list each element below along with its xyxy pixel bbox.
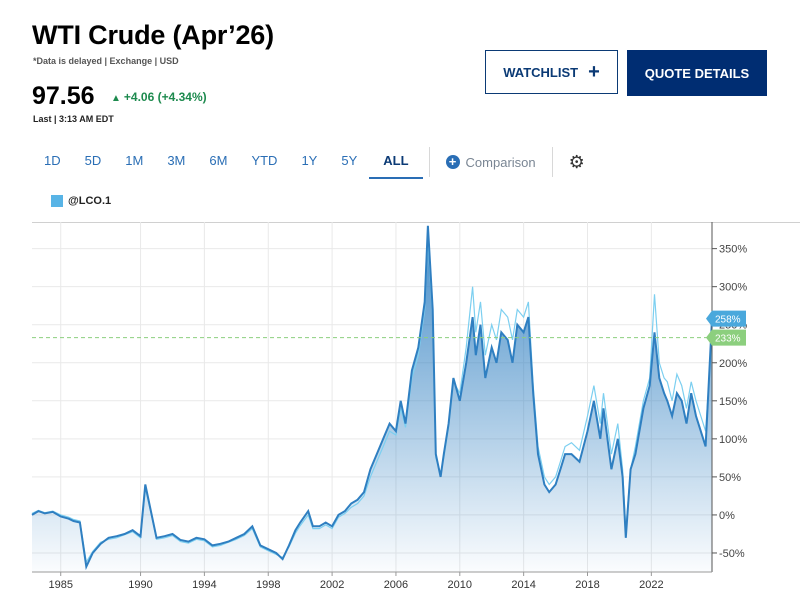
y-tick-label: 100% — [719, 434, 747, 446]
last-update-time: Last | 3:13 AM EDT — [33, 114, 114, 124]
main-last-value-tag: 258% — [715, 315, 741, 326]
legend-swatch — [51, 195, 63, 207]
comparison-last-value-tag: 233% — [715, 334, 741, 345]
comparison-label: Comparison — [465, 154, 536, 170]
tab-5y[interactable]: 5Y — [341, 153, 358, 168]
main-series-line — [31, 225, 713, 571]
tab-all[interactable]: ALL — [369, 145, 423, 179]
last-price: 97.56 — [32, 82, 95, 110]
tab-1m[interactable]: 1M — [125, 153, 144, 168]
y-tick-label: -50% — [719, 548, 745, 560]
comparison-last-value-tag-bg — [706, 329, 746, 346]
tab-1d[interactable]: 1D — [44, 153, 61, 168]
tab-ytd[interactable]: YTD — [251, 153, 278, 168]
main-last-value-tag-bg — [706, 310, 746, 327]
last-value-tags: 258% 233% — [706, 310, 746, 346]
x-tick-label: 1985 — [48, 579, 72, 591]
chart-top-divider — [32, 222, 800, 223]
price-change: ▲ +4.06 (+4.34%) — [111, 90, 207, 104]
time-range-tabs: 1D 5D 1M 3M 6M YTD 1Y 5Y ALL + Compariso… — [32, 144, 595, 180]
y-tick-label: 50% — [719, 472, 741, 484]
tab-separator — [428, 147, 430, 177]
comparison-button[interactable]: + Comparison — [436, 155, 546, 170]
y-axis-ticks: -50%0%50%100%150%200%250%300%350% — [712, 244, 747, 560]
watchlist-button[interactable]: WATCHLIST + — [485, 50, 618, 94]
x-tick-label: 2010 — [448, 579, 472, 591]
tab-3m[interactable]: 3M — [167, 153, 186, 168]
page-title: WTI Crude (Apr’26) — [32, 20, 274, 50]
watchlist-label: WATCHLIST — [503, 64, 579, 80]
x-tick-label: 2002 — [320, 579, 344, 591]
quote-details-label: QUOTE DETAILS — [644, 65, 750, 81]
y-tick-label: 350% — [719, 244, 747, 256]
legend-label: @LCO.1 — [68, 195, 112, 207]
plus-circle-icon: + — [445, 155, 460, 169]
comparison-series-line — [31, 240, 713, 564]
x-tick-label: 2022 — [639, 579, 663, 591]
x-tick-label: 2018 — [575, 579, 599, 591]
gear-icon[interactable]: ⚙ — [568, 151, 585, 172]
plus-icon: + — [588, 61, 600, 83]
y-tick-label: 200% — [719, 358, 747, 370]
tab-1y[interactable]: 1Y — [301, 153, 318, 168]
tab-6m[interactable]: 6M — [209, 153, 228, 168]
x-tick-label: 2006 — [384, 579, 408, 591]
x-tick-label: 1998 — [256, 579, 280, 591]
y-tick-label: 150% — [719, 396, 747, 408]
main-series-area — [32, 225, 712, 573]
price-change-value: +4.06 (+4.34%) — [123, 90, 207, 104]
tab-separator — [551, 147, 553, 177]
x-tick-label: 1994 — [192, 579, 216, 591]
y-tick-label: 300% — [719, 282, 747, 294]
chart-legend: @LCO.1 — [51, 195, 111, 207]
y-tick-label: 0% — [719, 510, 735, 522]
quote-details-button[interactable]: QUOTE DETAILS — [627, 50, 767, 96]
x-tick-label: 1990 — [128, 579, 152, 591]
triangle-up-icon: ▲ — [111, 93, 121, 104]
delay-note: *Data is delayed | Exchange | USD — [33, 56, 179, 66]
tab-5d[interactable]: 5D — [84, 153, 102, 168]
x-axis-ticks: 1985 1990 1994 1998 2002 2006 2010 2014 2018 2022 — [48, 572, 664, 591]
x-tick-label: 2014 — [511, 579, 535, 591]
